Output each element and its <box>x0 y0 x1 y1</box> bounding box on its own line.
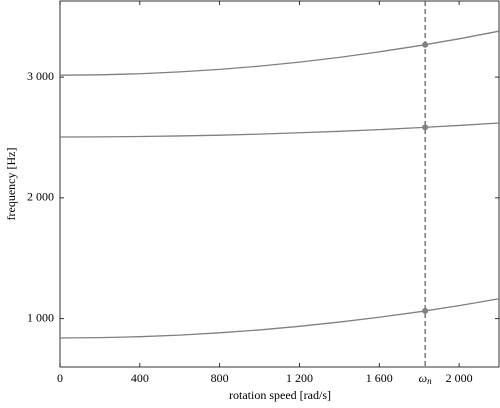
y-tick-label: 2 000 <box>27 190 54 204</box>
marker-point <box>422 41 429 48</box>
y-tick-label: 3 000 <box>27 69 54 83</box>
line-series <box>59 30 500 76</box>
x-tick-label: 1 200 <box>286 371 313 385</box>
marker-point <box>422 307 429 314</box>
plot-frame <box>59 0 500 368</box>
x-tick-label: 400 <box>131 371 149 385</box>
x-tick-label: 1 600 <box>366 371 393 385</box>
x-axis-label: rotation speed [rad/s] <box>229 388 331 402</box>
annotation-label: ωn <box>419 371 432 386</box>
marker-point <box>422 124 429 131</box>
line-series <box>59 298 500 339</box>
y-tick-label: 1 000 <box>27 310 54 324</box>
annotation-symbol: ω <box>419 371 427 385</box>
x-tick-label: 800 <box>211 371 229 385</box>
x-tick-label: 2 000 <box>446 371 473 385</box>
y-axis-label: frequency [Hz] <box>4 148 18 221</box>
x-tick-label: 0 <box>57 371 63 385</box>
annotation-subscript: n <box>427 376 432 386</box>
line-series <box>59 122 500 138</box>
